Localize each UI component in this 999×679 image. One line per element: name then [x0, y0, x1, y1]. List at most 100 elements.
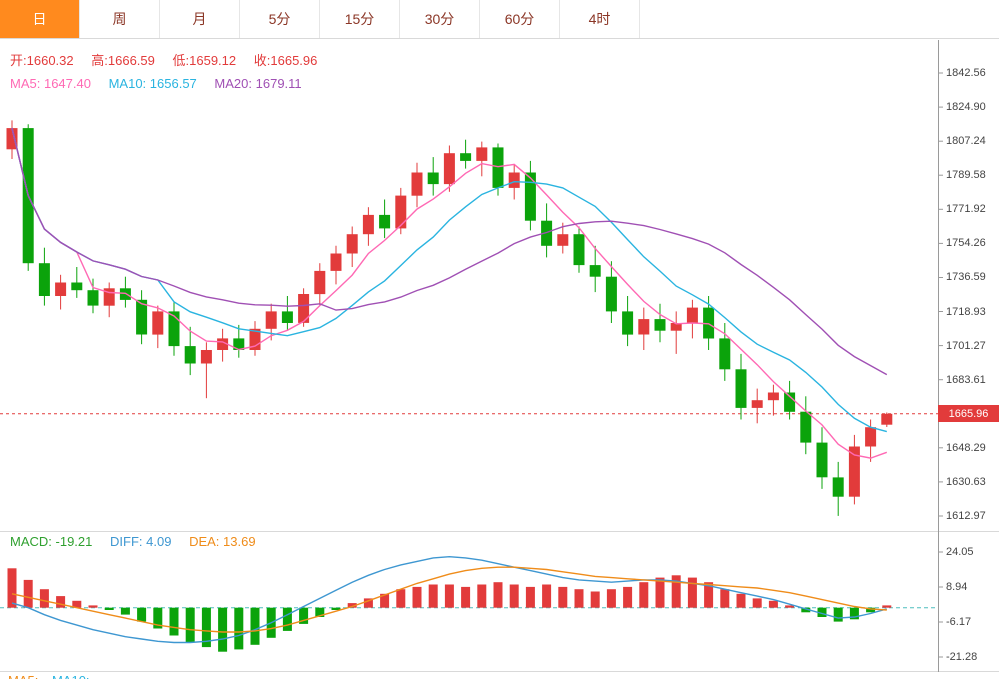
candle-body — [719, 338, 731, 370]
ma-header: MA5: 1647.40 MA10: 1656.57 MA20: 1679.11 — [10, 76, 316, 91]
candle-body — [767, 392, 779, 401]
macd-bar — [623, 586, 633, 608]
close-value: 收:1665.96 — [253, 53, 318, 68]
price-axis-label: 1630.63 — [946, 475, 986, 488]
candle-body — [281, 311, 293, 323]
macd-header: MACD: -19.21 DIFF: 4.09 DEA: 13.69 — [10, 534, 270, 549]
macd-bar — [558, 586, 568, 608]
candle-body — [443, 153, 455, 185]
macd-bar — [817, 607, 827, 617]
candle-body — [379, 214, 391, 229]
candle-body — [751, 400, 763, 408]
tab-interval-3[interactable]: 5分 — [240, 0, 320, 38]
macd-bar — [752, 598, 762, 608]
tab-interval-2[interactable]: 月 — [160, 0, 240, 38]
volume-panel-clipped-header: MA5: MA10: — [8, 673, 100, 679]
ohlc-header: 开:1660.32 高:1666.59 低:1659.12 收:1665.96 — [10, 50, 331, 69]
macd-bar — [704, 582, 714, 608]
volume-ma5-label: MA5: — [8, 673, 38, 679]
macd-bar — [56, 596, 66, 608]
candle-body — [427, 172, 439, 185]
macd-bar — [655, 577, 665, 608]
tab-interval-7[interactable]: 4时 — [560, 0, 640, 38]
candle-body — [476, 147, 488, 161]
ma-line — [11, 127, 888, 459]
macd-bar — [23, 579, 33, 608]
tab-interval-5[interactable]: 30分 — [400, 0, 480, 38]
candle-body — [71, 282, 83, 291]
macd-bar — [574, 589, 584, 608]
macd-bar — [687, 577, 697, 608]
candle-body — [686, 307, 698, 323]
tab-interval-0[interactable]: 日 — [0, 0, 80, 38]
candle-body — [395, 195, 407, 229]
macd-axis-label: 24.05 — [946, 546, 974, 558]
price-axis-label: 1612.97 — [946, 510, 986, 522]
macd-axis-label: -21.28 — [946, 651, 978, 663]
price-axis-label: 1824.90 — [946, 101, 986, 114]
macd-bar — [736, 593, 746, 608]
ma-line — [11, 127, 888, 376]
candle-body — [832, 477, 844, 497]
candle-body — [573, 234, 585, 266]
macd-axis-label: -6.17 — [946, 616, 972, 628]
candle-body — [638, 319, 650, 335]
macd-bar — [444, 584, 454, 608]
candle-body — [6, 128, 18, 150]
tab-interval-1[interactable]: 周 — [80, 0, 160, 38]
candle-body — [298, 294, 310, 323]
macd-bar — [801, 607, 811, 613]
macd-bar — [72, 600, 82, 608]
candle-body — [816, 442, 828, 478]
candle-body — [589, 265, 601, 277]
macd-bar — [866, 607, 876, 613]
candle-body — [200, 350, 212, 364]
candle-body — [265, 311, 277, 329]
candle-body — [508, 172, 520, 188]
candle-body — [541, 220, 553, 246]
macd-bar — [412, 586, 422, 608]
interval-tabbar: 日周月 5分 15分 30分 60分 4时 — [0, 0, 999, 39]
macd-bar — [153, 607, 163, 629]
dea-line — [11, 566, 887, 633]
macd-bar — [120, 607, 130, 615]
candle-body — [654, 319, 666, 331]
tab-interval-4[interactable]: 15分 — [320, 0, 400, 38]
candle-body — [249, 328, 261, 350]
candle-body — [848, 446, 860, 497]
candle-body — [605, 276, 617, 312]
macd-bar — [234, 607, 244, 650]
price-axis-label: 1754.26 — [946, 237, 986, 250]
candle-body — [670, 323, 682, 331]
candle-body — [168, 311, 180, 347]
macd-bar — [347, 603, 357, 608]
macd-bar — [525, 586, 535, 608]
macd-value: MACD: -19.21 — [10, 534, 93, 549]
candle-body — [703, 307, 715, 339]
price-axis-label: 1771.92 — [946, 203, 986, 216]
macd-bar — [39, 589, 49, 608]
macd-bar — [331, 607, 341, 610]
macd-bar — [639, 582, 649, 608]
macd-bar — [849, 607, 859, 620]
macd-bar — [720, 589, 730, 608]
candle-body — [800, 411, 812, 443]
candle-body — [622, 311, 634, 335]
candle-body — [411, 172, 423, 196]
macd-axis-label: 8.94 — [946, 581, 968, 593]
candle-body — [460, 153, 472, 161]
macd-bar — [477, 584, 487, 608]
candle-body — [735, 369, 747, 408]
price-axis-label: 1789.58 — [946, 169, 986, 182]
candle-body — [217, 338, 229, 350]
price-axis-label: 1683.61 — [946, 373, 986, 386]
tab-interval-6[interactable]: 60分 — [480, 0, 560, 38]
volume-ma10-label: MA10: — [52, 673, 90, 679]
candle-body — [557, 234, 569, 246]
dea-value: DEA: 13.69 — [189, 534, 256, 549]
candle-body — [524, 172, 536, 221]
macd-bar — [428, 584, 438, 608]
price-axis-label: 1701.27 — [946, 339, 986, 352]
macd-bar — [768, 600, 778, 608]
